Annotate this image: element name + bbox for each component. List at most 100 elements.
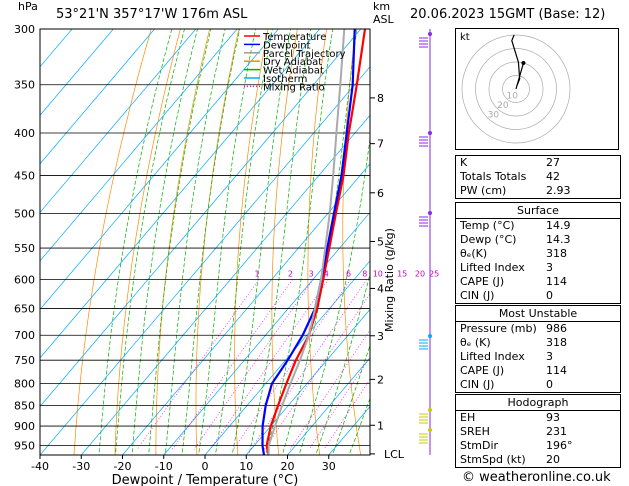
credit-text: © weatheronline.co.uk <box>462 470 611 485</box>
legend-label: Wet Adiabat <box>263 66 324 77</box>
km-tick-label: 3 <box>377 330 384 343</box>
row-value: 318 <box>546 336 567 349</box>
x-tick-label: -10 <box>155 460 173 473</box>
isotherm <box>122 163 370 455</box>
dry-adiabat <box>114 29 181 455</box>
wet-adiabat <box>298 135 370 455</box>
table-title: Hodograph <box>456 395 620 411</box>
hodograph-ring <box>461 34 571 144</box>
mixing-ratio-label: 20 <box>415 270 425 279</box>
mixing-ratio-line <box>193 279 314 450</box>
row-label: K <box>460 156 468 169</box>
mixing-ratio-label: 1 <box>255 270 260 279</box>
row-label: θₑ (K) <box>460 336 491 349</box>
legend-label: Mixing Ratio <box>263 82 325 93</box>
row-value: 196° <box>546 439 573 452</box>
x-axis-label: Dewpoint / Temperature (°C) <box>112 473 299 486</box>
table-row: Lifted Index 3 <box>456 350 620 364</box>
row-label: CAPE (J) <box>460 275 505 288</box>
mixing-ratio-label: 8 <box>362 270 367 279</box>
row-value: 231 <box>546 425 567 438</box>
row-label: Pressure (mb) <box>460 322 537 335</box>
wind-barb-icon <box>428 211 432 215</box>
table-row: CIN (J) 0 <box>456 378 620 392</box>
legend-label: Temperature <box>262 32 326 43</box>
pressure-tick-label: 700 <box>14 329 35 342</box>
table-row: EH 93 <box>456 411 620 425</box>
dry-adiabat <box>307 29 327 455</box>
row-value: 20 <box>546 453 560 466</box>
table-row: StmDir 196° <box>456 439 620 453</box>
surface-table: Surface Temp (°C) 14.9 Dewp (°C) 14.3 θₑ(K) 31… <box>455 202 621 304</box>
km-tick-label: 7 <box>377 138 384 151</box>
wind-barb-icon <box>428 428 432 432</box>
isotherm <box>287 357 370 455</box>
pressure-tick-label: 800 <box>14 378 35 391</box>
mixing-ratio-label: 4 <box>324 270 329 279</box>
asl-label: ASL <box>373 13 394 26</box>
isotherm <box>40 29 362 408</box>
row-value: 42 <box>546 170 560 183</box>
table-row: K 27 <box>456 156 620 170</box>
x-tick-label: 10 <box>239 460 253 473</box>
pressure-tick-label: 850 <box>14 399 35 412</box>
wet-adiabat <box>148 29 212 455</box>
x-tick-label: -20 <box>114 460 132 473</box>
row-value: 3 <box>546 261 553 274</box>
mixing-ratio-line <box>209 279 329 450</box>
row-value: 3 <box>546 350 553 363</box>
row-label: Temp (°C) <box>460 219 515 232</box>
row-value: 14.3 <box>546 233 571 246</box>
dry-adiabat <box>441 29 455 455</box>
row-label: Lifted Index <box>460 350 525 363</box>
hodograph-frame <box>455 28 619 150</box>
row-value: 114 <box>546 364 567 377</box>
parcel-line <box>267 29 346 455</box>
hodograph-ring-label: 10 <box>507 91 519 101</box>
dry-adiabat <box>409 29 442 455</box>
row-label: PW (cm) <box>460 184 507 197</box>
row-label: θₑ(K) <box>460 247 488 260</box>
km-tick-label: 1 <box>377 419 384 432</box>
datetime-title: 20.06.2023 15GMT (Base: 12) <box>410 7 606 22</box>
isotherm <box>80 114 370 455</box>
mixing-ratio-axis-label: Mixing Ratio (g/kg) <box>383 228 396 332</box>
row-value: 14.9 <box>546 219 571 232</box>
row-value: 114 <box>546 275 567 288</box>
isotherm <box>40 29 279 310</box>
pressure-tick-label: 350 <box>14 79 35 92</box>
dry-adiabat <box>195 29 240 455</box>
pressure-tick-label: 500 <box>14 208 35 221</box>
table-row: Pressure (mb) 986 <box>456 322 620 336</box>
wind-barb-icon <box>428 32 432 36</box>
isotherm <box>40 66 370 455</box>
mixing-ratio-label: 3 <box>309 270 314 279</box>
table-title: Surface <box>456 203 620 219</box>
row-label: StmSpd (kt) <box>460 453 526 466</box>
x-tick-label: -30 <box>72 460 90 473</box>
storm-motion-arrow <box>515 62 525 90</box>
x-tick-label: 30 <box>322 460 336 473</box>
wind-barb-icon <box>428 131 432 135</box>
hodograph-ring <box>475 48 557 130</box>
row-value: 0 <box>546 378 553 391</box>
row-label: StmDir <box>460 439 499 452</box>
pressure-tick-label: 950 <box>14 440 35 453</box>
plot-area <box>40 29 455 455</box>
hodograph-ring <box>502 75 530 103</box>
legend-label: Isotherm <box>263 74 307 85</box>
mixing-ratio-label: 10 <box>373 270 383 279</box>
wind-barb-icon <box>428 408 432 412</box>
table-row: CAPE (J) 114 <box>456 364 620 378</box>
table-row: Dewp (°C) 14.3 <box>456 233 620 247</box>
isotherm <box>40 29 320 359</box>
skewt-diagram: 3003504004505005506006507007508008509009… <box>14 23 455 486</box>
table-row: PW (cm) 2.93 <box>456 184 620 198</box>
row-value: 93 <box>546 411 560 424</box>
table-row: Lifted Index 3 <box>456 261 620 275</box>
x-tick-label: 20 <box>281 460 295 473</box>
row-label: SREH <box>460 425 490 438</box>
km-tick-label: 6 <box>377 187 384 200</box>
wet-adiabat <box>181 29 241 455</box>
legend-label: Dry Adiabat <box>263 57 322 68</box>
